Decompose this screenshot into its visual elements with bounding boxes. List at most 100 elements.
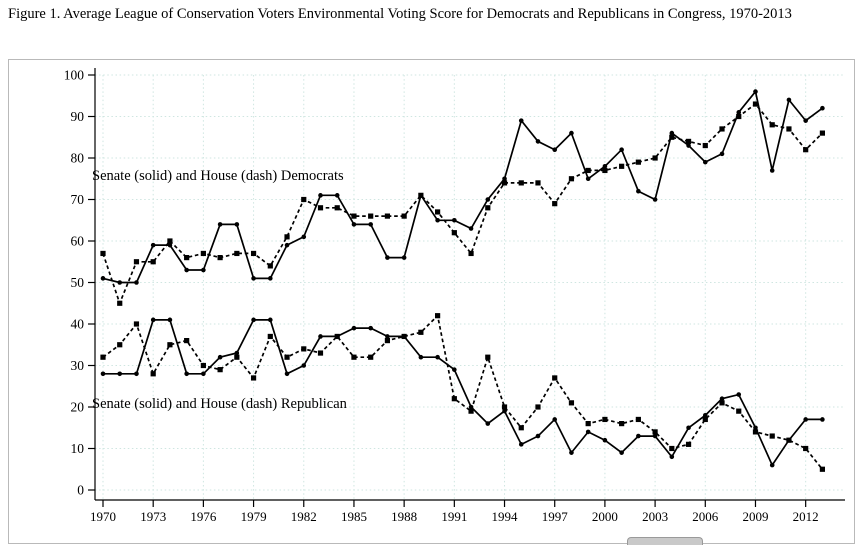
- marker-square: [552, 375, 558, 381]
- y-tick-label: 40: [71, 317, 85, 332]
- marker-circle: [502, 176, 507, 182]
- marker-square: [317, 350, 324, 356]
- marker-circle: [435, 217, 440, 223]
- marker-circle: [150, 242, 156, 248]
- marker-circle: [184, 267, 189, 273]
- marker-square: [334, 333, 340, 340]
- marker-square: [368, 354, 374, 360]
- marker-circle: [820, 417, 825, 422]
- marker-circle: [201, 371, 206, 377]
- y-tick-label: 10: [71, 441, 85, 456]
- marker-circle: [753, 425, 758, 431]
- marker-square: [301, 196, 307, 203]
- x-tick-label: 2000: [592, 509, 618, 524]
- marker-square: [351, 354, 357, 360]
- marker-square: [250, 250, 257, 257]
- scrollbar-handle[interactable]: [627, 537, 703, 545]
- marker-circle: [385, 255, 390, 260]
- marker-circle: [318, 193, 323, 198]
- marker-square: [535, 404, 541, 410]
- marker-circle: [134, 280, 139, 285]
- marker-square: [200, 362, 206, 369]
- marker-circle: [569, 450, 574, 455]
- marker-circle: [686, 143, 691, 148]
- marker-circle: [217, 354, 223, 360]
- marker-circle: [117, 371, 123, 377]
- marker-square: [468, 250, 474, 257]
- marker-square: [602, 416, 608, 423]
- marker-square: [803, 445, 809, 452]
- marker-circle: [385, 334, 390, 339]
- marker-square: [669, 445, 675, 452]
- y-tick-label: 30: [71, 358, 85, 373]
- chart-frame: [8, 59, 855, 544]
- marker-circle: [251, 317, 256, 323]
- marker-square: [769, 122, 775, 128]
- marker-square: [819, 466, 825, 472]
- marker-circle: [702, 159, 708, 165]
- marker-circle: [736, 392, 742, 397]
- marker-circle: [602, 164, 608, 169]
- marker-square: [736, 408, 742, 414]
- marker-square: [267, 333, 273, 340]
- marker-circle: [167, 317, 173, 323]
- marker-square: [769, 433, 775, 439]
- y-tick-label: 60: [71, 234, 85, 249]
- marker-square: [535, 180, 541, 186]
- marker-circle: [619, 147, 624, 152]
- marker-square: [150, 259, 156, 265]
- marker-square: [518, 180, 524, 186]
- marker-circle: [619, 450, 624, 455]
- x-tick-label: 2003: [642, 509, 668, 524]
- marker-circle: [284, 242, 290, 248]
- marker-circle: [485, 197, 491, 202]
- marker-square: [167, 342, 173, 348]
- marker-square: [133, 321, 140, 327]
- y-tick-label: 100: [64, 68, 85, 83]
- marker-square: [518, 425, 524, 431]
- marker-circle: [468, 226, 474, 231]
- marker-square: [669, 134, 675, 140]
- marker-square: [133, 259, 140, 265]
- marker-square: [317, 205, 324, 211]
- y-tick-label: 0: [77, 483, 84, 498]
- marker-circle: [234, 350, 240, 356]
- x-tick-label: 2006: [692, 509, 719, 524]
- x-tick-label: 1973: [140, 509, 166, 524]
- marker-circle: [485, 421, 491, 426]
- marker-circle: [117, 280, 123, 285]
- marker-square: [100, 354, 106, 360]
- marker-square: [568, 176, 575, 182]
- marker-square: [234, 250, 240, 257]
- marker-square: [719, 400, 725, 406]
- marker-circle: [100, 371, 106, 377]
- annotation-democrats: Senate (solid) and House (dash) Democrat…: [92, 168, 344, 184]
- marker-square: [301, 346, 307, 352]
- marker-circle: [636, 188, 641, 194]
- marker-square: [552, 201, 558, 207]
- marker-circle: [351, 222, 357, 227]
- marker-square: [100, 250, 106, 257]
- marker-square: [602, 167, 608, 174]
- marker-square: [384, 213, 391, 219]
- marker-square: [635, 416, 641, 423]
- marker-square: [418, 329, 424, 335]
- x-tick-label: 1994: [492, 509, 519, 524]
- marker-square: [351, 213, 357, 219]
- marker-square: [401, 213, 407, 219]
- marker-square: [284, 234, 290, 240]
- marker-square: [485, 354, 491, 360]
- marker-circle: [769, 462, 775, 468]
- marker-circle: [669, 130, 675, 136]
- annotation-republican: Senate (solid) and House (dash) Republic…: [92, 396, 347, 412]
- marker-square: [702, 416, 708, 423]
- marker-square: [401, 333, 407, 340]
- marker-circle: [502, 408, 507, 414]
- marker-circle: [636, 433, 641, 439]
- marker-circle: [351, 325, 357, 331]
- marker-circle: [535, 433, 541, 439]
- x-tick-label: 1976: [190, 509, 217, 524]
- marker-square: [368, 213, 374, 219]
- series-line-senate-republicans: [103, 319, 823, 467]
